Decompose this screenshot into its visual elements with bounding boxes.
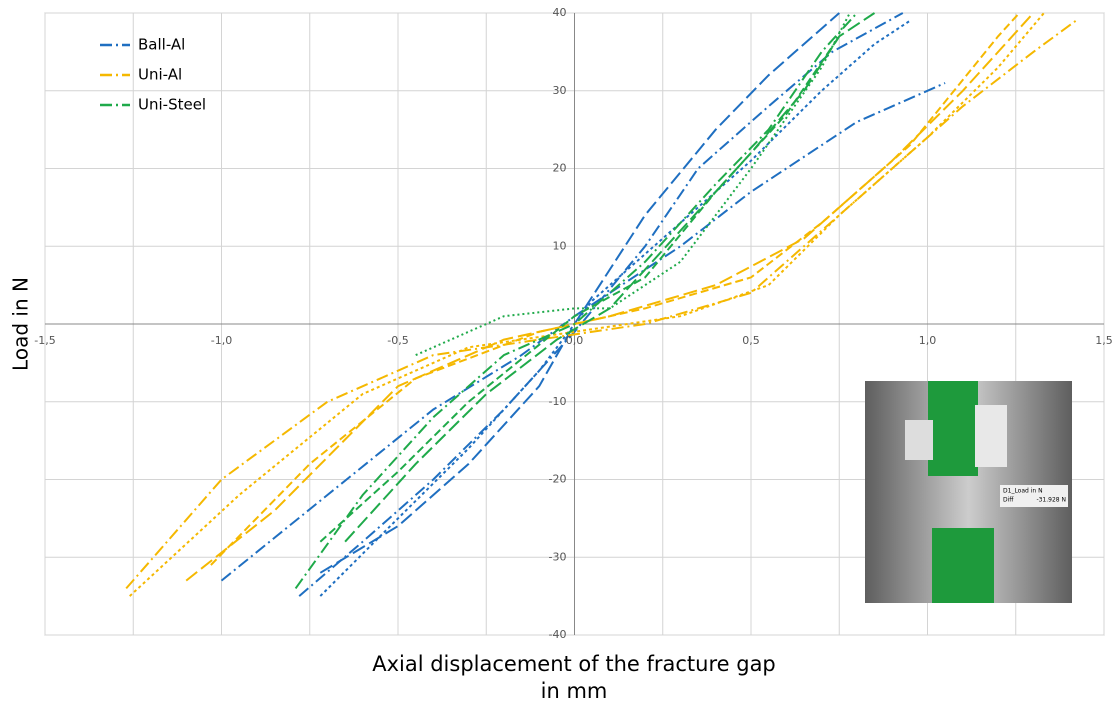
- x-tick-label: 0,0: [566, 334, 584, 347]
- y-tick-label: -20: [549, 473, 567, 486]
- series-lines: [125, 12, 1077, 597]
- series-line: [415, 12, 851, 357]
- inset-label-box: [1000, 485, 1068, 507]
- x-tick-label: -1,0: [211, 334, 232, 347]
- x-axis-title: in mm: [541, 679, 608, 703]
- inset-part: [928, 381, 978, 476]
- inset-part: [975, 405, 1007, 467]
- x-axis-title: Axial displacement of the fracture gap: [372, 652, 776, 676]
- legend-label: Uni-Steel: [138, 96, 206, 114]
- series-line: [125, 19, 1077, 590]
- legend-label: Ball-Al: [138, 36, 185, 54]
- y-tick-label: -30: [549, 550, 567, 563]
- x-tick-label: 0,5: [742, 334, 760, 347]
- series-line: [319, 35, 841, 543]
- x-tick-label: 1,0: [919, 334, 937, 347]
- series-line: [129, 12, 1045, 597]
- series-line: [210, 12, 1021, 566]
- series-line: [294, 12, 858, 589]
- inset-part: [905, 420, 933, 460]
- inset-label: D1_Load in N: [1003, 488, 1043, 495]
- y-axis-title: Load in N: [9, 277, 33, 371]
- y-tick-label: 40: [553, 6, 567, 19]
- y-tick-label: -40: [549, 628, 567, 641]
- x-tick-label: 1,5: [1095, 334, 1112, 347]
- inset-label: Diff: [1003, 497, 1014, 504]
- legend-label: Uni-Al: [138, 66, 182, 84]
- y-tick-label: 20: [553, 162, 567, 175]
- x-tick-label: -1,5: [34, 334, 55, 347]
- y-tick-label: 30: [553, 84, 567, 97]
- inset-part: [932, 528, 994, 603]
- y-tick-label: 10: [553, 239, 567, 252]
- series-line: [185, 12, 1035, 582]
- y-tick-label: -10: [549, 395, 567, 408]
- inset-label: -31.928 N: [1036, 497, 1066, 504]
- x-tick-label: -0,5: [387, 334, 408, 347]
- series-line: [344, 12, 876, 543]
- inset-photo: D1_Load in N Diff -31.928 N: [865, 381, 1072, 603]
